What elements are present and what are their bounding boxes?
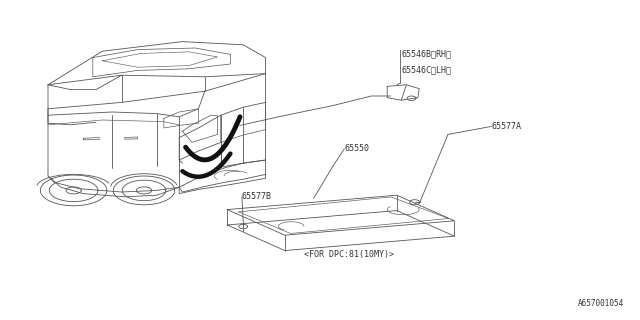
Text: 65577B: 65577B <box>242 192 272 201</box>
Text: 65577A: 65577A <box>492 122 522 131</box>
Text: A657001054: A657001054 <box>578 299 624 308</box>
Text: 65546B＜RH＞: 65546B＜RH＞ <box>402 50 452 59</box>
Text: 65550: 65550 <box>344 144 369 153</box>
Text: <FOR DPC:81(10MY)>: <FOR DPC:81(10MY)> <box>304 250 394 259</box>
Text: 65546C＜LH＞: 65546C＜LH＞ <box>402 66 452 75</box>
